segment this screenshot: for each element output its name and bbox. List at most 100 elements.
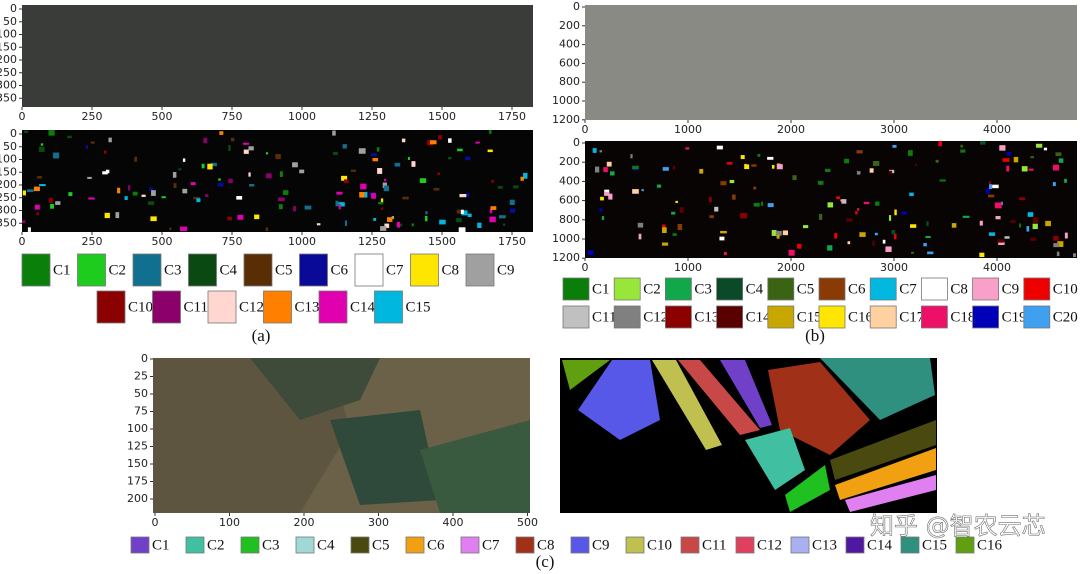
map-dot bbox=[1030, 237, 1036, 241]
legend-label: C10 bbox=[1053, 281, 1078, 297]
map-dot bbox=[39, 184, 46, 187]
map-dot bbox=[396, 221, 401, 228]
map-dot bbox=[662, 167, 669, 171]
legend-swatch bbox=[318, 290, 348, 324]
map-dot bbox=[149, 187, 154, 191]
map-dot bbox=[662, 242, 669, 246]
map-dot bbox=[998, 241, 1005, 245]
legend-swatch bbox=[665, 305, 692, 329]
map-dot bbox=[378, 201, 384, 205]
map-dot bbox=[502, 223, 506, 226]
legend-label: C3 bbox=[164, 262, 182, 278]
map-dot bbox=[888, 170, 893, 174]
y-tick-label: 200 bbox=[559, 19, 580, 32]
map-dot bbox=[818, 213, 823, 220]
map-dot bbox=[802, 225, 809, 229]
map-dot bbox=[489, 209, 493, 214]
legend-swatch bbox=[735, 536, 755, 554]
map-dot bbox=[193, 196, 200, 200]
map-dot bbox=[448, 138, 452, 143]
legend-label: C19 bbox=[1002, 309, 1027, 325]
map-dot bbox=[632, 165, 639, 170]
y-tick-label: 200 bbox=[0, 178, 17, 191]
map-dot bbox=[102, 171, 108, 175]
map-dot bbox=[761, 201, 764, 206]
legend-swatch bbox=[354, 253, 384, 287]
map-dot bbox=[925, 235, 931, 239]
legend-swatch bbox=[299, 253, 328, 287]
map-dot bbox=[909, 192, 914, 197]
map-dot bbox=[278, 197, 285, 202]
map-dot bbox=[986, 188, 990, 194]
map-dot bbox=[716, 145, 723, 150]
legend-label: C5 bbox=[372, 537, 390, 553]
legend-swatch bbox=[243, 253, 273, 287]
map-dot bbox=[488, 130, 492, 134]
field bbox=[250, 358, 380, 420]
legend-label: C7 bbox=[899, 281, 917, 297]
legend-label: C13 bbox=[295, 299, 320, 315]
map-dot bbox=[592, 148, 597, 153]
map-dot bbox=[87, 176, 92, 179]
map-dot bbox=[632, 189, 639, 194]
map-dot bbox=[1000, 201, 1003, 206]
map-dot bbox=[757, 153, 761, 157]
map-dot bbox=[775, 230, 782, 236]
map-dot bbox=[1035, 143, 1043, 148]
x-tick-label: 1750 bbox=[498, 110, 526, 123]
legend-label: C13 bbox=[694, 309, 719, 325]
map-dot bbox=[190, 182, 196, 186]
map-dot bbox=[36, 212, 39, 216]
x-tick-label: 250 bbox=[82, 235, 103, 248]
legend-label: C14 bbox=[867, 537, 893, 553]
legend-swatch bbox=[132, 253, 162, 287]
map-dot bbox=[1053, 236, 1059, 241]
legend-swatch bbox=[295, 536, 315, 554]
legend-label: C6 bbox=[848, 281, 866, 297]
legend-label: C20 bbox=[1053, 309, 1078, 325]
x-tick-label: 1250 bbox=[358, 110, 386, 123]
map-dot bbox=[178, 168, 182, 171]
map-dot bbox=[371, 193, 376, 199]
map-dot bbox=[606, 161, 612, 167]
map-dot bbox=[594, 166, 600, 173]
map-dot bbox=[1004, 236, 1010, 239]
map-dot bbox=[460, 209, 464, 214]
map-dot bbox=[141, 194, 146, 197]
map-dot bbox=[910, 224, 917, 228]
x-tick-label: 500 bbox=[152, 235, 173, 248]
map-dot bbox=[1027, 212, 1034, 217]
map-dot bbox=[1053, 243, 1060, 248]
map-dot bbox=[439, 219, 446, 225]
x-tick-label: 1000 bbox=[674, 261, 702, 274]
map-dot bbox=[457, 148, 463, 152]
map-dot bbox=[836, 196, 841, 200]
map-dot bbox=[22, 220, 26, 224]
map-dot bbox=[951, 223, 957, 228]
map-dot bbox=[994, 202, 1002, 209]
map-dot bbox=[788, 249, 795, 256]
map-dot bbox=[997, 239, 1005, 243]
y-tick-label: 1000 bbox=[552, 94, 580, 107]
map-dot bbox=[377, 168, 383, 174]
map-dot bbox=[827, 202, 834, 208]
map-dot bbox=[384, 223, 390, 228]
legend-swatch bbox=[1023, 277, 1051, 301]
map-dot bbox=[437, 135, 443, 140]
x-tick-label: 200 bbox=[294, 516, 315, 529]
rgb-image-b bbox=[585, 5, 1077, 120]
map-dot bbox=[429, 140, 437, 145]
legend-label: C12 bbox=[757, 537, 782, 553]
y-tick-label: 25 bbox=[134, 370, 148, 383]
y-tick-label: 125 bbox=[127, 440, 148, 453]
legend-swatch bbox=[77, 253, 106, 287]
map-dot bbox=[338, 204, 341, 210]
map-dot bbox=[293, 206, 296, 212]
map-dot bbox=[182, 158, 186, 162]
map-dot bbox=[127, 185, 131, 191]
map-dot bbox=[201, 163, 205, 169]
legend-swatch bbox=[818, 305, 846, 329]
map-dot bbox=[740, 155, 745, 160]
legend-swatch bbox=[410, 253, 439, 287]
map-dot bbox=[103, 150, 107, 154]
